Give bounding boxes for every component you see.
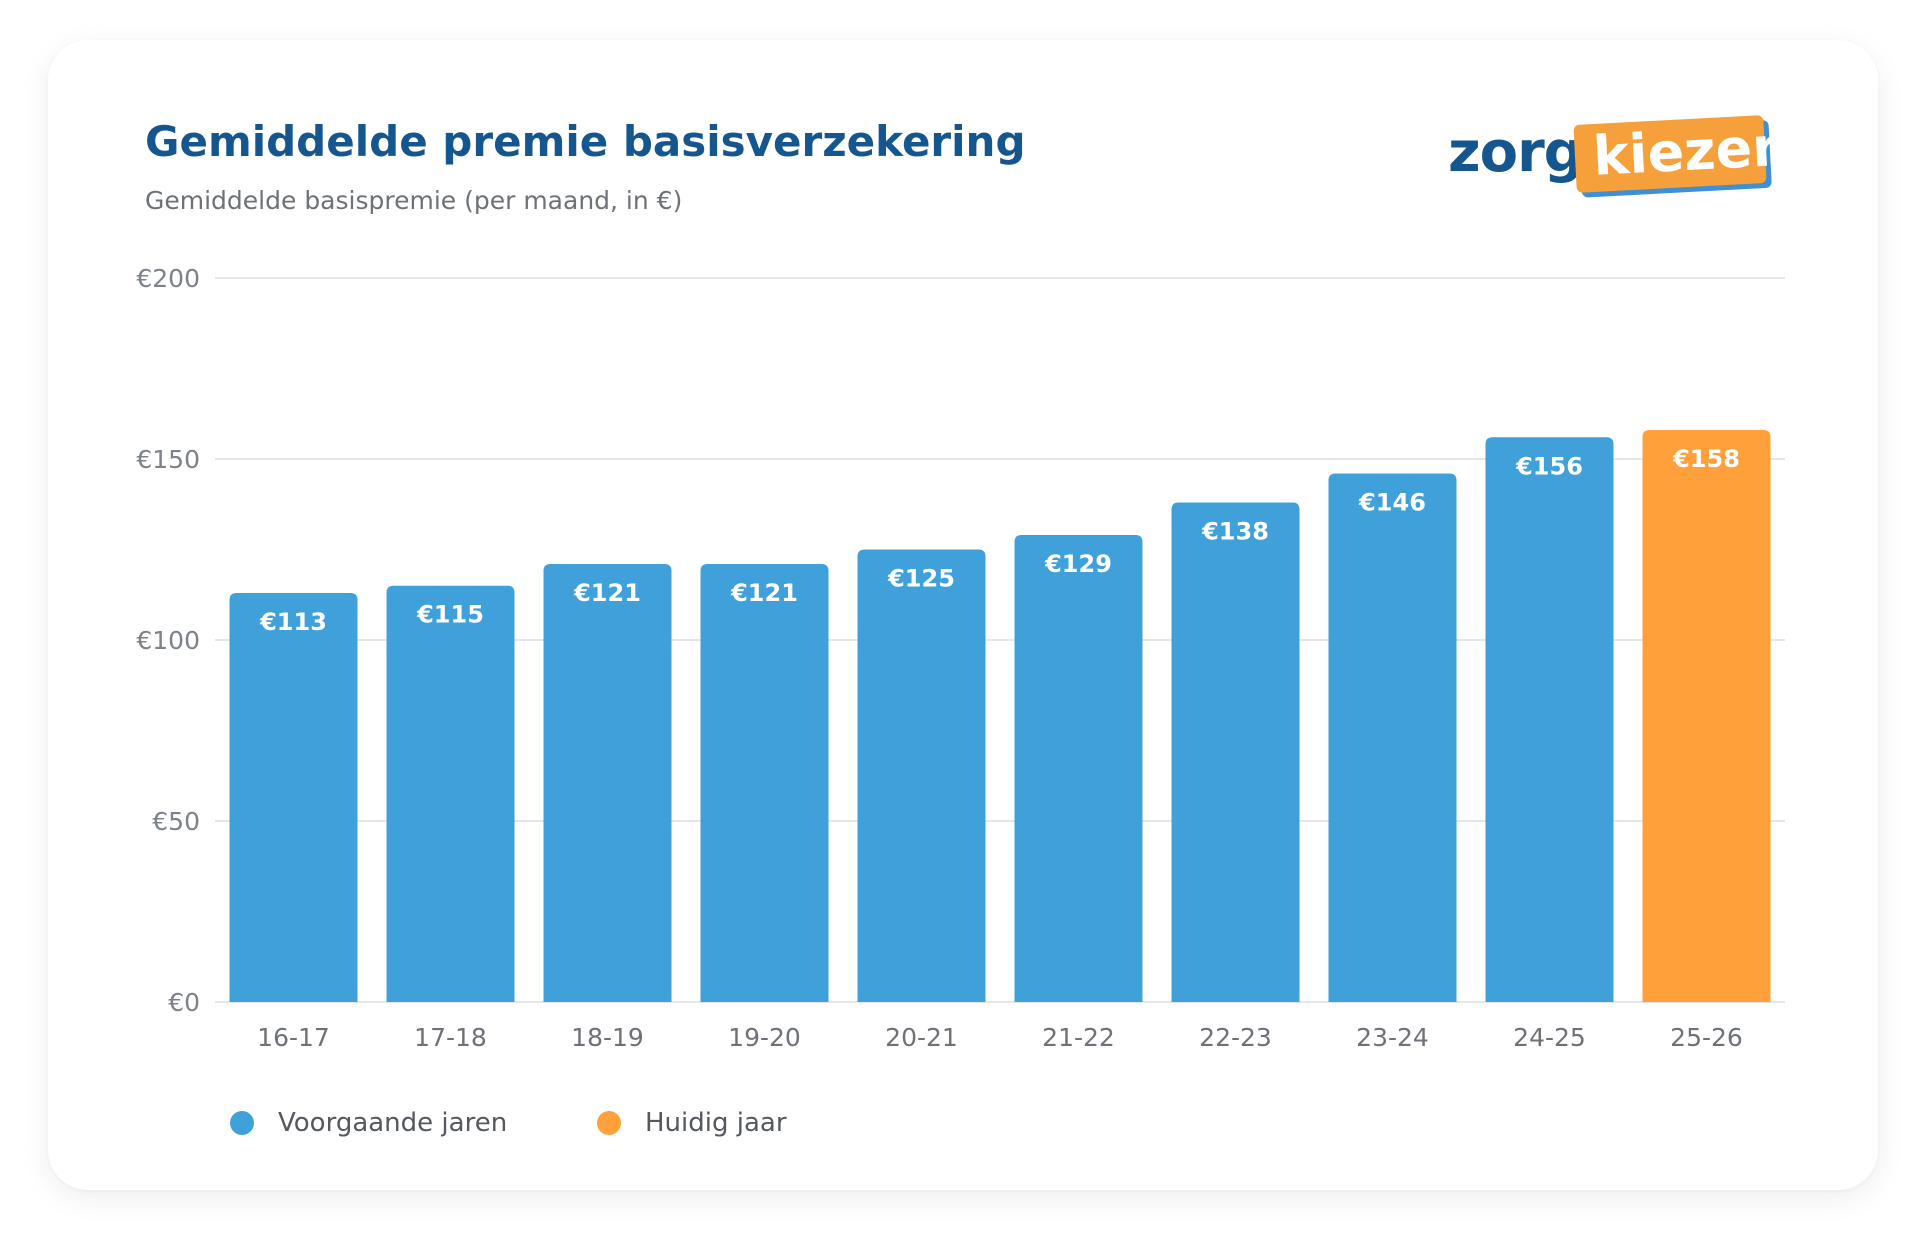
data-label: €113 xyxy=(259,608,327,636)
chart-subtitle: Gemiddelde basispremie (per maand, in €) xyxy=(145,186,683,215)
x-tick-label: 16-17 xyxy=(257,1023,330,1052)
bar-22-23[interactable] xyxy=(1171,502,1300,1002)
logo-text-zorg: zorg xyxy=(1448,120,1584,185)
legend-label-previous: Voorgaande jaren xyxy=(278,1108,508,1138)
x-tick-label: 22-23 xyxy=(1199,1023,1272,1052)
data-label: €158 xyxy=(1672,445,1740,473)
chart-title: Gemiddelde premie basisverzekering xyxy=(145,117,1026,166)
bar-18-19[interactable] xyxy=(543,563,672,1002)
data-label: €121 xyxy=(730,579,798,607)
y-tick-label: €0 xyxy=(168,988,200,1017)
bar-25-26[interactable] xyxy=(1642,430,1771,1002)
legend-dot-current xyxy=(597,1111,621,1135)
x-tick-label: 25-26 xyxy=(1670,1023,1743,1052)
y-tick-label: €100 xyxy=(136,626,200,655)
x-tick-label: 18-19 xyxy=(571,1023,644,1052)
x-tick-label: 19-20 xyxy=(728,1023,801,1052)
bar-20-21[interactable] xyxy=(857,549,986,1003)
x-tick-label: 17-18 xyxy=(414,1023,487,1052)
legend-item-previous: Voorgaande jaren xyxy=(230,1108,507,1138)
bar-24-25[interactable] xyxy=(1485,437,1614,1002)
data-label: €156 xyxy=(1515,452,1583,480)
data-label: €138 xyxy=(1201,517,1269,545)
data-label: €121 xyxy=(573,579,641,607)
bar-19-20[interactable] xyxy=(700,563,829,1002)
bar-16-17[interactable] xyxy=(229,592,358,1002)
data-label: €129 xyxy=(1044,550,1112,578)
y-tick-label: €50 xyxy=(152,807,200,836)
y-tick-label: €200 xyxy=(136,264,200,293)
bar-17-18[interactable] xyxy=(386,585,515,1002)
x-tick-label: 24-25 xyxy=(1513,1023,1586,1052)
x-tick-label: 21-22 xyxy=(1042,1023,1115,1052)
legend-dot-previous xyxy=(230,1111,254,1135)
data-label: €115 xyxy=(416,601,484,629)
bar-21-22[interactable] xyxy=(1014,535,1143,1002)
x-tick-label: 20-21 xyxy=(885,1023,958,1052)
data-label: €125 xyxy=(887,565,955,593)
bar-23-24[interactable] xyxy=(1328,473,1457,1003)
legend-item-current: Huidig jaar xyxy=(597,1108,787,1138)
x-tick-label: 23-24 xyxy=(1356,1023,1429,1052)
zorgkiezer-logo[interactable]: zorg kiezer xyxy=(1440,112,1790,202)
data-label: €146 xyxy=(1358,488,1426,516)
y-tick-label: €150 xyxy=(136,445,200,474)
legend-label-current: Huidig jaar xyxy=(645,1108,787,1138)
